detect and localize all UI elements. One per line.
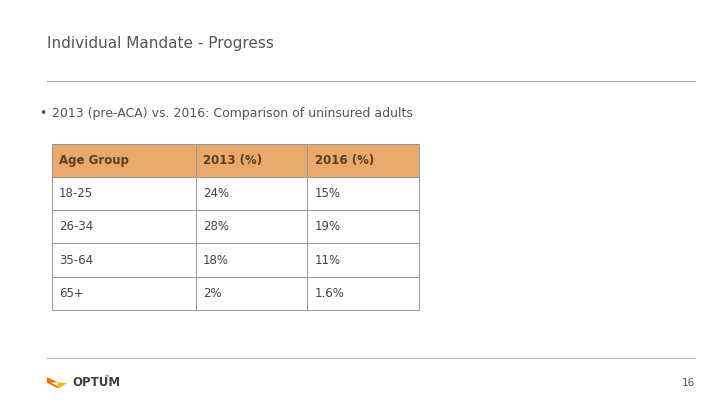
Text: 15%: 15% bbox=[315, 187, 341, 200]
FancyBboxPatch shape bbox=[307, 277, 419, 310]
Text: Individual Mandate - Progress: Individual Mandate - Progress bbox=[47, 36, 274, 51]
Text: 1.6%: 1.6% bbox=[315, 287, 344, 300]
FancyBboxPatch shape bbox=[52, 144, 196, 177]
Text: OPTUM: OPTUM bbox=[73, 376, 121, 389]
Polygon shape bbox=[51, 382, 58, 386]
FancyBboxPatch shape bbox=[196, 177, 307, 210]
Text: 18%: 18% bbox=[203, 254, 229, 266]
Text: Age Group: Age Group bbox=[59, 154, 129, 167]
Text: 2013 (%): 2013 (%) bbox=[203, 154, 262, 167]
Text: 28%: 28% bbox=[203, 220, 229, 233]
Text: 35-64: 35-64 bbox=[59, 254, 93, 266]
FancyBboxPatch shape bbox=[196, 243, 307, 277]
FancyBboxPatch shape bbox=[196, 144, 307, 177]
Text: 2013 (pre-ACA) vs. 2016: Comparison of uninsured adults: 2013 (pre-ACA) vs. 2016: Comparison of u… bbox=[52, 107, 413, 120]
Text: 24%: 24% bbox=[203, 187, 229, 200]
FancyBboxPatch shape bbox=[307, 243, 419, 277]
FancyBboxPatch shape bbox=[52, 243, 196, 277]
FancyBboxPatch shape bbox=[52, 277, 196, 310]
Text: 2%: 2% bbox=[203, 287, 222, 300]
FancyBboxPatch shape bbox=[52, 210, 196, 243]
Text: 26-34: 26-34 bbox=[59, 220, 94, 233]
Text: 11%: 11% bbox=[315, 254, 341, 266]
FancyBboxPatch shape bbox=[307, 144, 419, 177]
FancyBboxPatch shape bbox=[307, 210, 419, 243]
Polygon shape bbox=[47, 377, 58, 388]
Text: 2016 (%): 2016 (%) bbox=[315, 154, 374, 167]
FancyBboxPatch shape bbox=[196, 210, 307, 243]
Text: 16: 16 bbox=[682, 378, 695, 388]
Text: 19%: 19% bbox=[315, 220, 341, 233]
Text: 18-25: 18-25 bbox=[59, 187, 93, 200]
FancyBboxPatch shape bbox=[196, 277, 307, 310]
FancyBboxPatch shape bbox=[307, 177, 419, 210]
Text: ™: ™ bbox=[103, 376, 109, 381]
FancyBboxPatch shape bbox=[52, 177, 196, 210]
Text: •: • bbox=[40, 107, 47, 120]
Text: 65+: 65+ bbox=[59, 287, 84, 300]
Polygon shape bbox=[58, 382, 67, 388]
